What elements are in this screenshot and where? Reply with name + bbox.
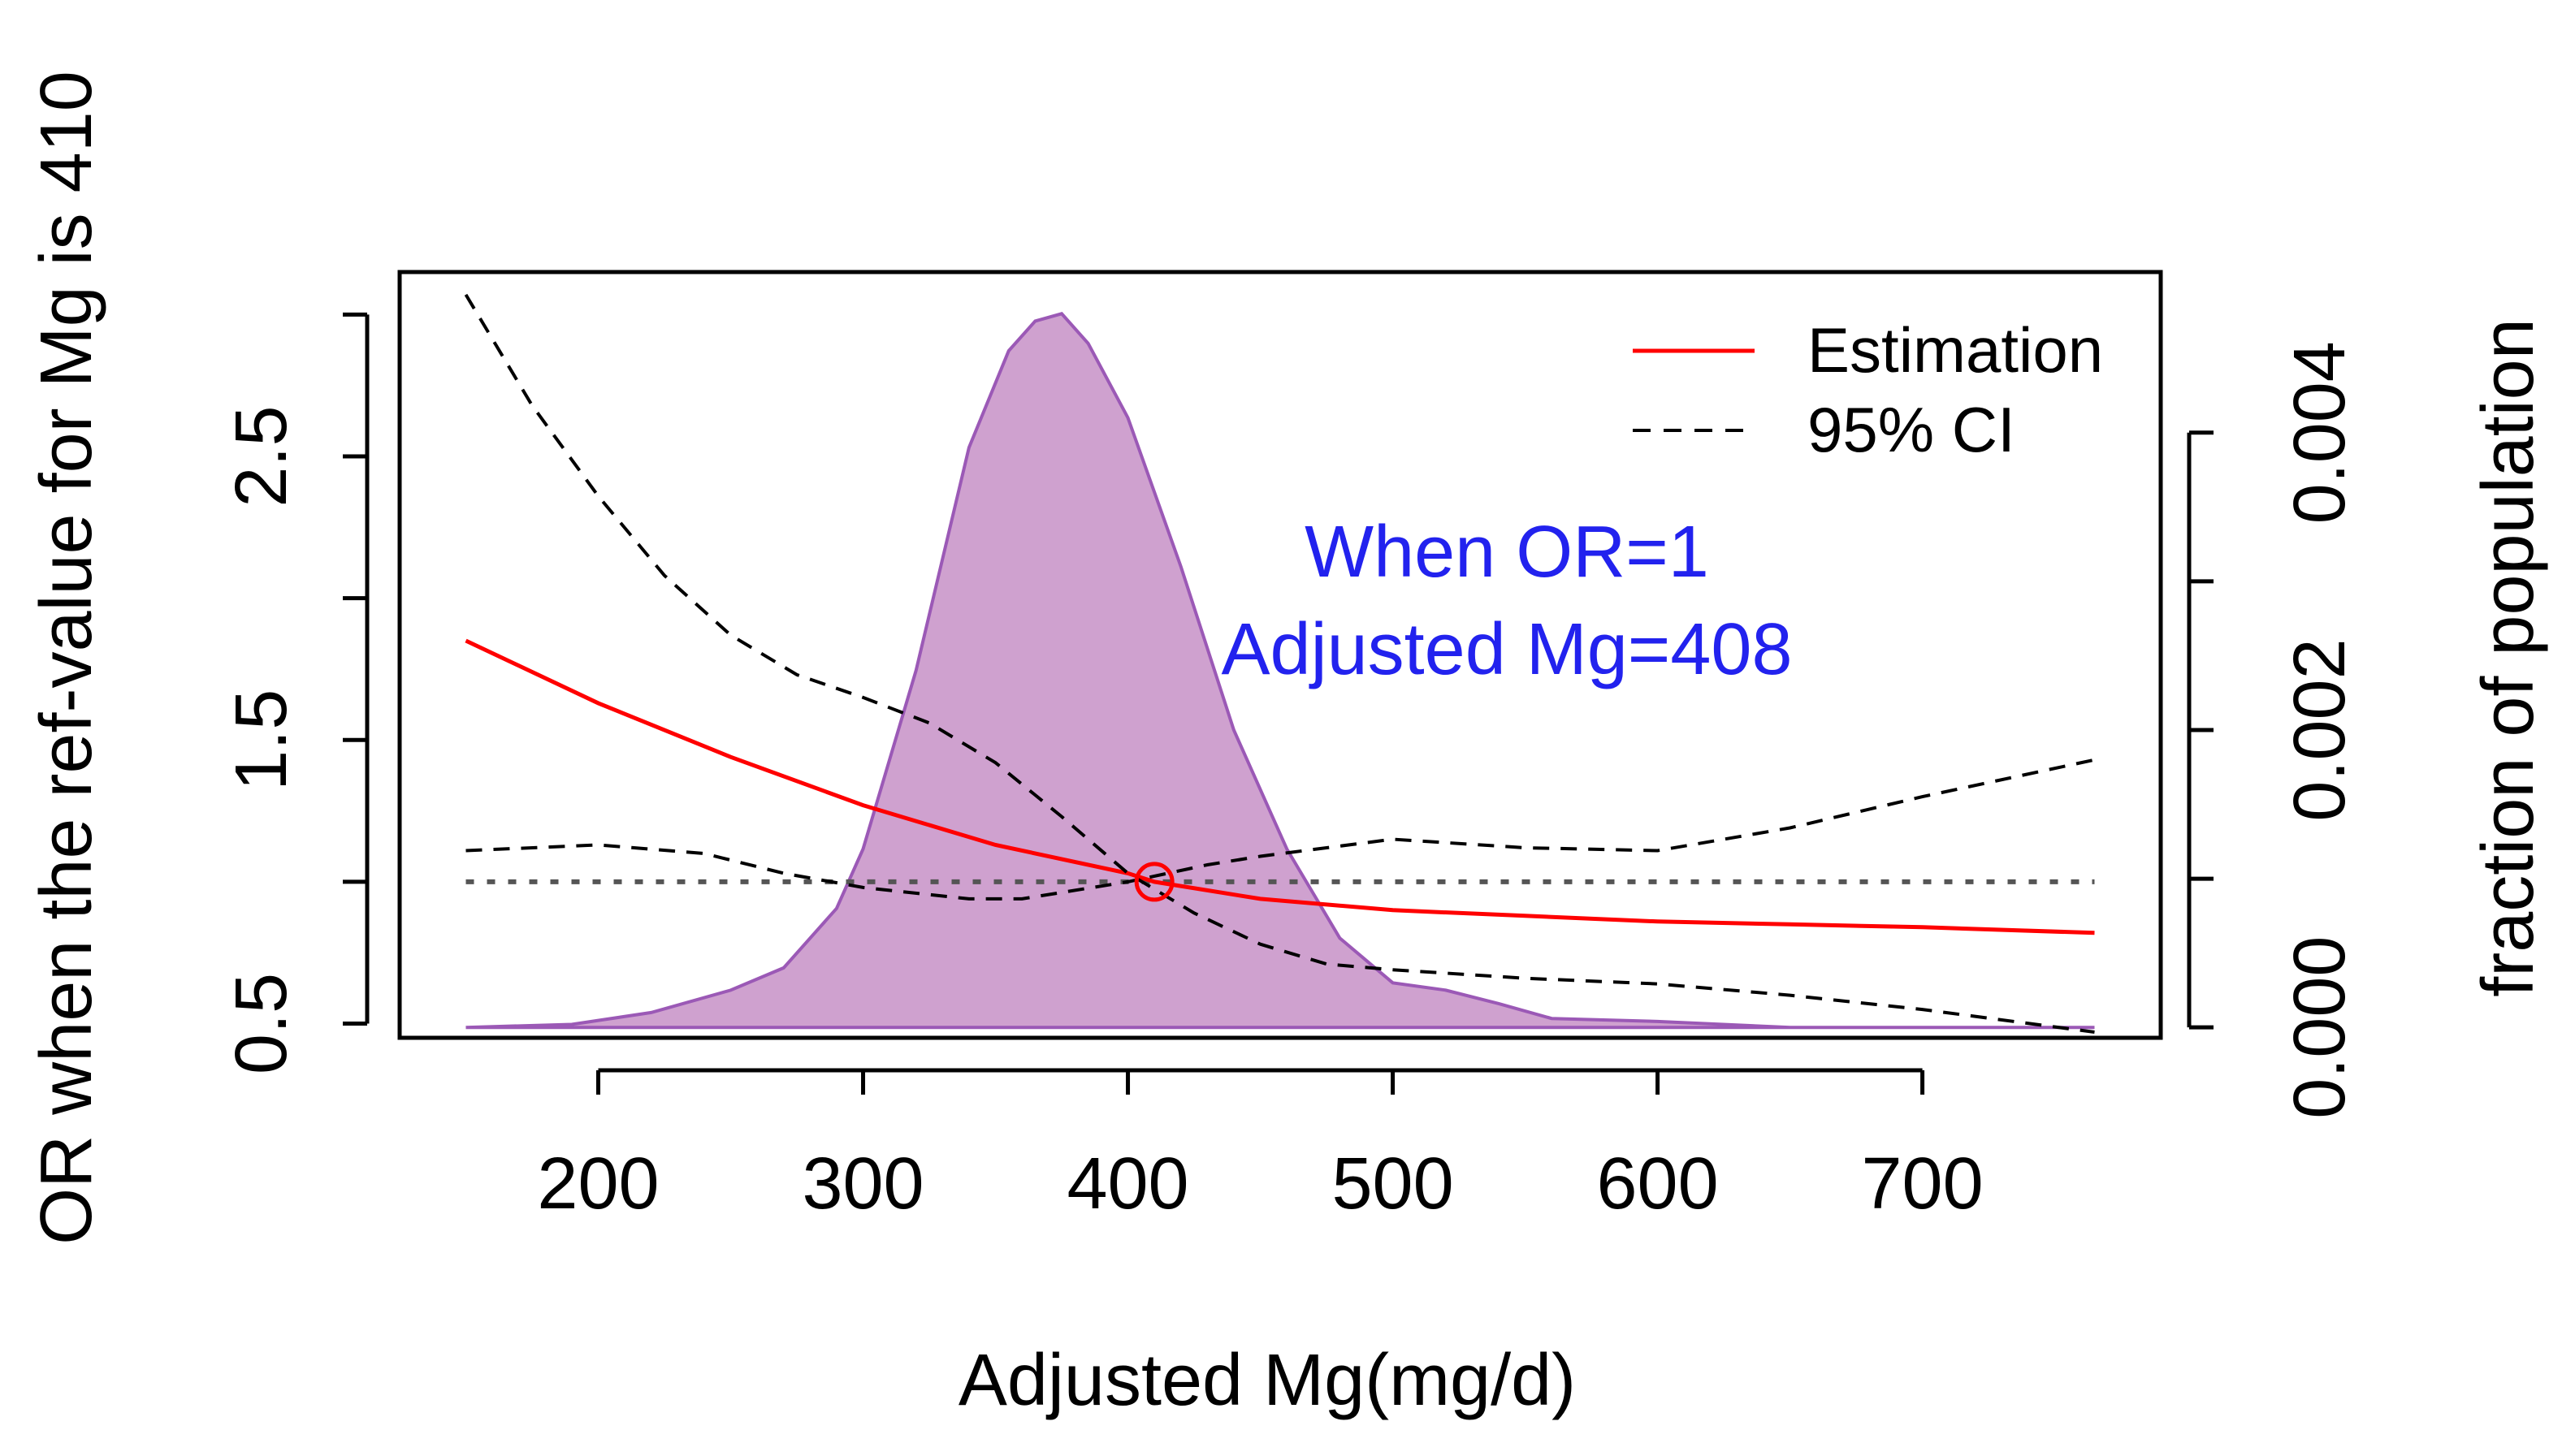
x-axis-title: Adjusted Mg(mg/d) [959, 1340, 1576, 1421]
x-tick-label-500: 500 [1331, 1143, 1453, 1225]
reference-marker [1134, 862, 1175, 902]
y-tick-label-4: 2.5 [221, 405, 302, 507]
series-line-0 [465, 638, 2095, 935]
y2-tick-label-0: 0.000 [2279, 936, 2361, 1119]
x-tick-label-200: 200 [537, 1143, 659, 1225]
plot-frame [397, 270, 2163, 1040]
series-line-2 [465, 758, 2095, 901]
x-tick-label-700: 700 [1862, 1143, 1984, 1225]
y2-tick-label-4: 0.004 [2279, 341, 2361, 524]
series-line-1 [464, 293, 2095, 1034]
legend-label-estimation: Estimation [1807, 314, 2103, 386]
y-axis-title: OR when the ref-value for Mg is 410 [26, 71, 107, 1245]
legend: Estimation 95% CI [1633, 314, 2103, 465]
axes-layer: 200 300 400 500 600 700 0.5 1.5 2.5 0.000 0.002 0.0… [221, 312, 2361, 1225]
y-tick-label-2: 1.5 [221, 689, 302, 791]
y-tick-label-0: 0.5 [221, 973, 302, 1074]
y2-axis-title: fraction of population [2468, 318, 2549, 997]
legend-label-ci: 95% CI [1807, 394, 2015, 465]
x-tick-label-300: 300 [802, 1143, 924, 1225]
density-area [465, 312, 2095, 1030]
annotation-line-1: When OR=1 [1305, 512, 1709, 593]
y2-tick-label-2: 0.002 [2279, 638, 2361, 821]
x-tick-label-400: 400 [1067, 1143, 1188, 1225]
x-tick-label-600: 600 [1596, 1143, 1718, 1225]
annotation: When OR=1 Adjusted Mg=408 [1222, 512, 1793, 690]
marks-layer [464, 293, 2095, 1034]
annotation-line-2: Adjusted Mg=408 [1222, 609, 1793, 690]
